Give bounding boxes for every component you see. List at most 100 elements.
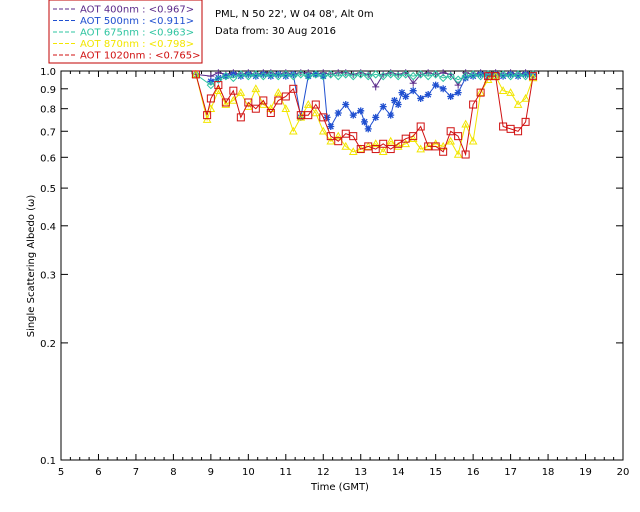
data-point-triangle (498, 86, 508, 94)
x-tick-label: 10 (242, 467, 255, 478)
data-point-asterisk (390, 96, 398, 104)
data-point-square (416, 122, 425, 131)
data-point-asterisk (349, 111, 357, 119)
data-point-diamond (289, 71, 298, 81)
axis-ticks: 5 6 7 8 9 10 11 12 13 14 15 16 17 18 19 20 0.1 0.2 0.3 0.4 0… (40, 67, 629, 478)
data-point-triangle (476, 88, 485, 96)
data-point-square (446, 127, 455, 136)
legend-border (48, 0, 203, 64)
data-point-asterisk (252, 72, 260, 80)
data-point-diamond (304, 71, 313, 81)
data-point-asterisk (439, 85, 447, 93)
data-point-diamond (468, 70, 478, 79)
data-point-asterisk (379, 103, 387, 111)
data-point-square (304, 111, 313, 120)
data-point-asterisk (244, 70, 252, 78)
data-point-asterisk (372, 113, 380, 121)
data-point-diamond (259, 71, 268, 81)
data-point-diamond (214, 75, 223, 84)
data-point-triangle (281, 104, 291, 112)
data-point-square (244, 98, 253, 107)
data-point-triangle (461, 119, 470, 128)
legend: AOT 400nm : <0.967>AOT 500nm : <0.911>AO… (48, 0, 203, 64)
data-point-triangle (506, 88, 515, 96)
data-point-asterisk (447, 92, 455, 100)
data-point-diamond (341, 70, 350, 79)
series-group (191, 69, 538, 159)
x-tick-label: 17 (504, 467, 517, 478)
data-point-asterisk (522, 70, 530, 78)
x-tick-label: 19 (579, 467, 592, 478)
y-tick-label: 0.6 (40, 153, 56, 164)
data-point-square (334, 137, 343, 146)
data-point-diamond (476, 71, 485, 81)
data-point-square (203, 111, 212, 120)
y-tick-label: 0.4 (40, 222, 56, 233)
x-tick-label: 7 (133, 467, 139, 478)
data-point-diamond (453, 75, 463, 84)
data-point-square (266, 108, 275, 117)
x-tick-label: 11 (279, 467, 292, 478)
data-point-square (439, 147, 448, 156)
data-point-square (281, 92, 290, 101)
data-point-asterisk (417, 94, 425, 102)
data-point-diamond (408, 71, 418, 81)
data-point-square (191, 70, 200, 79)
data-point-asterisk (462, 74, 470, 82)
legend-label: AOT 400nm : <0.967> (80, 5, 194, 16)
data-point-diamond (498, 70, 508, 79)
data-point-diamond (334, 71, 343, 81)
x-tick-label: 15 (429, 467, 442, 478)
data-point-square (311, 100, 320, 109)
data-point-triangle (273, 88, 283, 96)
data-point-triangle (371, 139, 381, 148)
data-point-diamond (364, 71, 373, 81)
data-point-diamond (416, 70, 425, 79)
data-point-asterisk (387, 111, 395, 119)
data-point-triangle (191, 69, 201, 78)
data-point-square (229, 86, 238, 95)
x-tick-label: 20 (617, 467, 630, 478)
data-point-triangle (251, 84, 261, 93)
data-point-asterisk (507, 70, 515, 78)
x-tick-label: 18 (542, 467, 555, 478)
data-point-diamond (236, 70, 246, 79)
data-point-diamond (431, 70, 440, 79)
data-point-diamond (251, 70, 261, 79)
data-point-asterisk (274, 70, 282, 78)
data-point-triangle (453, 149, 463, 158)
data-point-diamond (483, 70, 493, 79)
data-point-triangle (378, 147, 388, 156)
data-point-square (326, 132, 335, 141)
data-point-triangle (214, 86, 223, 94)
data-point-diamond (311, 70, 320, 79)
x-tick-label: 5 (58, 467, 64, 478)
x-axis-label: Time (GMT) (310, 482, 369, 493)
data-point-diamond (349, 71, 358, 81)
y-tick-label: 0.7 (40, 127, 56, 138)
data-point-asterisk (237, 72, 245, 80)
data-point-square (319, 113, 328, 122)
data-point-square (409, 132, 418, 141)
data-point-square (514, 127, 523, 136)
y-tick-label: 0.9 (40, 85, 56, 96)
data-point-diamond (521, 71, 530, 81)
data-point-triangle (318, 126, 328, 135)
data-point-triangle (333, 131, 343, 140)
data-point-asterisk (454, 89, 462, 97)
data-point-asterisk (432, 81, 440, 89)
data-point-asterisk (398, 89, 406, 97)
data-point-triangle (401, 139, 411, 148)
data-point-asterisk (289, 70, 297, 78)
data-point-asterisk (357, 107, 365, 115)
data-point-square (371, 145, 380, 154)
data-point-asterisk (469, 72, 477, 80)
data-point-diamond (356, 70, 365, 79)
data-point-diamond (506, 71, 515, 81)
data-point-diamond (513, 70, 523, 79)
y-axis-label: Single Scattering Albedo (ω) (26, 195, 37, 338)
data-point-triangle (221, 99, 231, 108)
data-point-diamond (393, 71, 403, 81)
data-point-square (236, 113, 245, 122)
